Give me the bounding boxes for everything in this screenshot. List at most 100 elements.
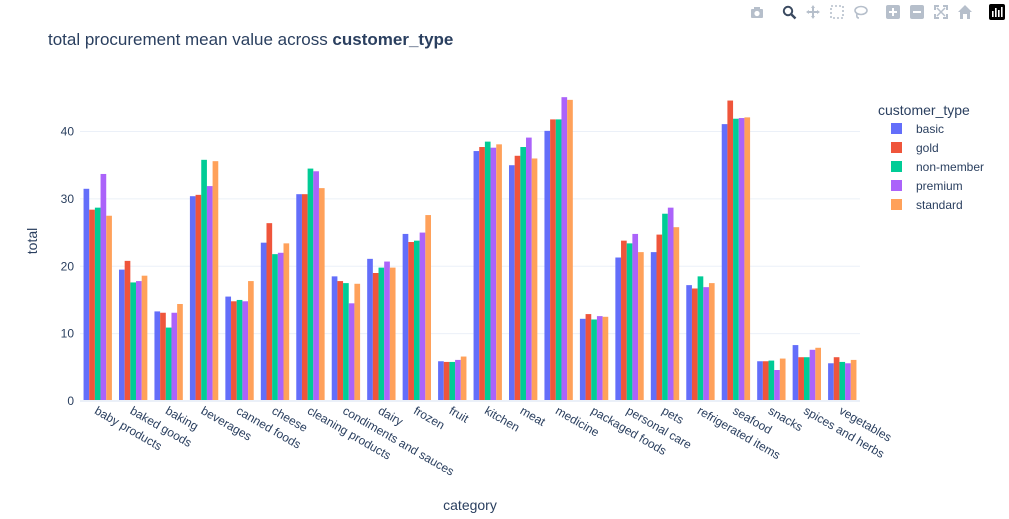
zoom-in-icon[interactable]	[884, 3, 902, 21]
bar-standard[interactable]	[212, 161, 219, 401]
bar-non-member[interactable]	[413, 240, 420, 401]
bar-gold[interactable]	[656, 234, 663, 401]
bar-basic[interactable]	[828, 363, 834, 401]
bar-premium[interactable]	[242, 301, 249, 401]
zoom-out-icon[interactable]	[908, 3, 926, 21]
bar-standard[interactable]	[850, 359, 857, 401]
bar-non-member[interactable]	[697, 276, 704, 401]
bar-gold[interactable]	[408, 242, 414, 401]
bar-premium[interactable]	[277, 252, 284, 401]
bar-gold[interactable]	[514, 155, 521, 401]
bar-basic[interactable]	[579, 318, 586, 401]
plotly-logo-icon[interactable]	[988, 3, 1006, 21]
bar-gold[interactable]	[337, 281, 344, 401]
bar-standard[interactable]	[425, 215, 431, 401]
bar-basic[interactable]	[686, 285, 692, 401]
legend-item-premium[interactable]: premium	[891, 179, 963, 193]
bar-non-member[interactable]	[378, 267, 385, 401]
bar-basic[interactable]	[154, 311, 161, 401]
bar-premium[interactable]	[419, 232, 426, 401]
bar-standard[interactable]	[638, 252, 644, 401]
bar-basic[interactable]	[650, 252, 657, 401]
bar-gold[interactable]	[798, 357, 804, 401]
bar-premium[interactable]	[348, 303, 355, 401]
bar-non-member[interactable]	[768, 360, 775, 401]
bar-gold[interactable]	[372, 273, 379, 401]
bar-premium[interactable]	[206, 186, 213, 401]
bar-premium[interactable]	[526, 137, 532, 401]
bar-standard[interactable]	[673, 227, 680, 401]
legend-item-basic[interactable]: basic	[891, 122, 944, 136]
bar-standard[interactable]	[248, 281, 254, 401]
legend-item-standard[interactable]: standard	[891, 198, 963, 212]
bar-standard[interactable]	[283, 243, 290, 401]
zoom-icon[interactable]	[780, 3, 798, 21]
bar-non-member[interactable]	[803, 357, 810, 401]
bar-premium[interactable]	[384, 261, 390, 401]
bar-basic[interactable]	[792, 345, 799, 401]
bar-non-member[interactable]	[484, 141, 491, 401]
bar-non-member[interactable]	[733, 118, 739, 401]
bar-standard[interactable]	[602, 316, 609, 401]
bar-basic[interactable]	[509, 165, 515, 401]
bar-non-member[interactable]	[272, 254, 278, 401]
autoscale-icon[interactable]	[932, 3, 950, 21]
camera-icon[interactable]	[748, 3, 766, 21]
bar-standard[interactable]	[744, 117, 751, 401]
reset-axes-icon[interactable]	[956, 3, 974, 21]
bar-non-member[interactable]	[520, 147, 527, 401]
pan-icon[interactable]	[804, 3, 822, 21]
bar-gold[interactable]	[833, 357, 840, 401]
bar-non-member[interactable]	[307, 168, 314, 401]
bar-standard[interactable]	[389, 267, 396, 401]
legend-item-gold[interactable]: gold	[891, 141, 939, 155]
bar-premium[interactable]	[100, 173, 107, 401]
bar-basic[interactable]	[225, 296, 232, 401]
bar-standard[interactable]	[496, 144, 502, 401]
bar-non-member[interactable]	[591, 319, 597, 401]
bar-basic[interactable]	[438, 361, 444, 401]
bar-premium[interactable]	[313, 171, 319, 401]
bar-standard[interactable]	[177, 303, 183, 401]
bar-gold[interactable]	[479, 147, 485, 401]
bar-gold[interactable]	[585, 314, 592, 401]
box-select-icon[interactable]	[828, 3, 846, 21]
bar-basic[interactable]	[367, 258, 373, 401]
bar-premium[interactable]	[809, 349, 816, 401]
bar-non-member[interactable]	[839, 361, 846, 401]
bar-gold[interactable]	[195, 194, 202, 401]
bar-gold[interactable]	[124, 260, 131, 401]
bar-standard[interactable]	[531, 158, 538, 401]
bar-non-member[interactable]	[201, 159, 207, 401]
bar-gold[interactable]	[550, 119, 556, 402]
bar-standard[interactable]	[779, 358, 786, 401]
bar-basic[interactable]	[757, 361, 763, 401]
bar-gold[interactable]	[443, 361, 450, 401]
bar-premium[interactable]	[136, 281, 142, 401]
bar-premium[interactable]	[171, 312, 178, 401]
bar-premium[interactable]	[774, 370, 780, 401]
bar-standard[interactable]	[106, 215, 112, 401]
bar-non-member[interactable]	[94, 207, 101, 401]
bar-standard[interactable]	[354, 283, 361, 401]
bar-gold[interactable]	[266, 223, 273, 401]
bar-premium[interactable]	[667, 207, 674, 401]
bar-gold[interactable]	[231, 301, 237, 401]
bar-non-member[interactable]	[449, 361, 456, 401]
bar-gold[interactable]	[89, 209, 95, 401]
bar-basic[interactable]	[189, 196, 196, 401]
bar-basic[interactable]	[260, 242, 267, 401]
bar-gold[interactable]	[621, 240, 627, 401]
bar-basic[interactable]	[615, 257, 622, 401]
lasso-icon[interactable]	[852, 3, 870, 21]
bar-gold[interactable]	[727, 100, 734, 401]
bar-non-member[interactable]	[662, 213, 668, 401]
bar-basic[interactable]	[83, 188, 90, 401]
bar-standard[interactable]	[318, 188, 325, 401]
legend-item-non-member[interactable]: non-member	[891, 160, 984, 174]
bar-premium[interactable]	[561, 97, 568, 402]
bar-non-member[interactable]	[165, 327, 172, 401]
bar-standard[interactable]	[460, 356, 467, 401]
bar-basic[interactable]	[721, 124, 728, 402]
bar-gold[interactable]	[691, 288, 698, 401]
